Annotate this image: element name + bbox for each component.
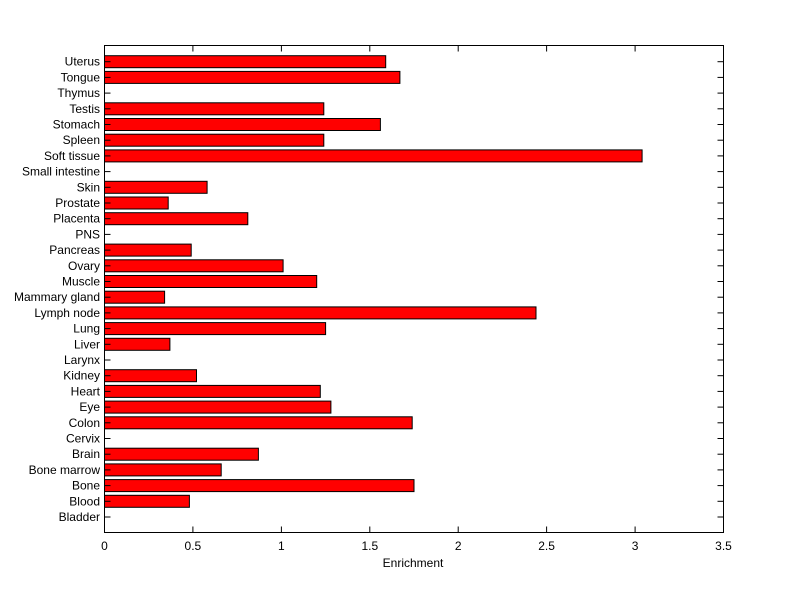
bar-colon [104, 416, 413, 430]
y-tick-label: Placenta [53, 212, 100, 226]
y-tick-label: Muscle [62, 275, 100, 289]
y-tick-label: Tongue [61, 70, 101, 84]
bar-uterus [104, 55, 387, 69]
bar-bone-marrow [104, 463, 222, 477]
y-tick-label: Bone marrow [29, 463, 101, 477]
x-tick-label: 2 [455, 539, 462, 553]
bar-mammary-gland [104, 290, 166, 304]
bar-brain [104, 447, 259, 461]
y-tick-label: Prostate [55, 196, 100, 210]
y-tick-label: Mammary gland [14, 290, 100, 304]
bars-group [104, 55, 643, 508]
x-tick-labels: 0 0.5 1 1.5 2 2.5 3 3.5 [101, 539, 732, 553]
y-tick-label: Cervix [66, 432, 100, 446]
bar-kidney [104, 369, 197, 383]
y-tick-label: Thymus [57, 86, 100, 100]
y-tick-label: Bladder [59, 510, 100, 524]
x-tick-label: 1 [278, 539, 285, 553]
bar-pancreas [104, 243, 192, 257]
x-tick-label: 3 [632, 539, 639, 553]
y-tick-label: Larynx [64, 353, 100, 367]
y-tick-label: PNS [75, 227, 100, 241]
bar-lymph-node [104, 306, 537, 320]
bar-skin [104, 180, 208, 194]
y-tick-label: Skin [77, 180, 100, 194]
bar-placenta [104, 212, 249, 226]
bar-ovary [104, 259, 284, 273]
bar-soft-tissue [104, 149, 643, 163]
y-tick-label: Brain [72, 447, 100, 461]
x-tick-label: 0.5 [185, 539, 202, 553]
y-tick-label: Liver [74, 337, 100, 351]
y-tick-label: Small intestine [22, 165, 100, 179]
y-tick-label: Lymph node [34, 306, 100, 320]
y-tick-label: Pancreas [49, 243, 100, 257]
x-tick-label: 1.5 [361, 539, 378, 553]
x-tick-label: 2.5 [538, 539, 555, 553]
bar-spleen [104, 133, 325, 147]
x-axis-label: Enrichment [383, 556, 444, 570]
x-tick-label: 3.5 [715, 539, 732, 553]
bar-eye [104, 400, 332, 414]
y-tick-label: Kidney [63, 369, 100, 383]
bar-blood [104, 494, 190, 508]
y-tick-label: Bone [72, 479, 100, 493]
y-tick-label: Colon [69, 416, 100, 430]
bar-muscle [104, 275, 318, 288]
y-tick-label: Spleen [63, 133, 100, 147]
bar-lung [104, 322, 327, 336]
plot-frame [104, 45, 724, 533]
y-tick-label: Uterus [65, 55, 100, 69]
bar-heart [104, 384, 321, 398]
y-tick-label: Eye [79, 400, 100, 414]
bar-bone [104, 479, 415, 493]
y-tick-label: Testis [69, 102, 100, 116]
bar-stomach [104, 118, 381, 131]
y-tick-label: Stomach [53, 118, 100, 132]
y-tick-label: Lung [73, 322, 100, 336]
x-tick-label: 0 [101, 539, 108, 553]
y-tick-label: Ovary [68, 259, 100, 273]
bar-tongue [104, 70, 401, 84]
ticks-group [104, 45, 724, 533]
y-tick-label: Blood [69, 494, 100, 508]
bar-liver [104, 337, 171, 351]
y-tick-label: Soft tissue [44, 149, 100, 163]
bar-prostate [104, 196, 169, 210]
bar-testis [104, 102, 325, 116]
y-tick-label: Heart [71, 384, 101, 398]
